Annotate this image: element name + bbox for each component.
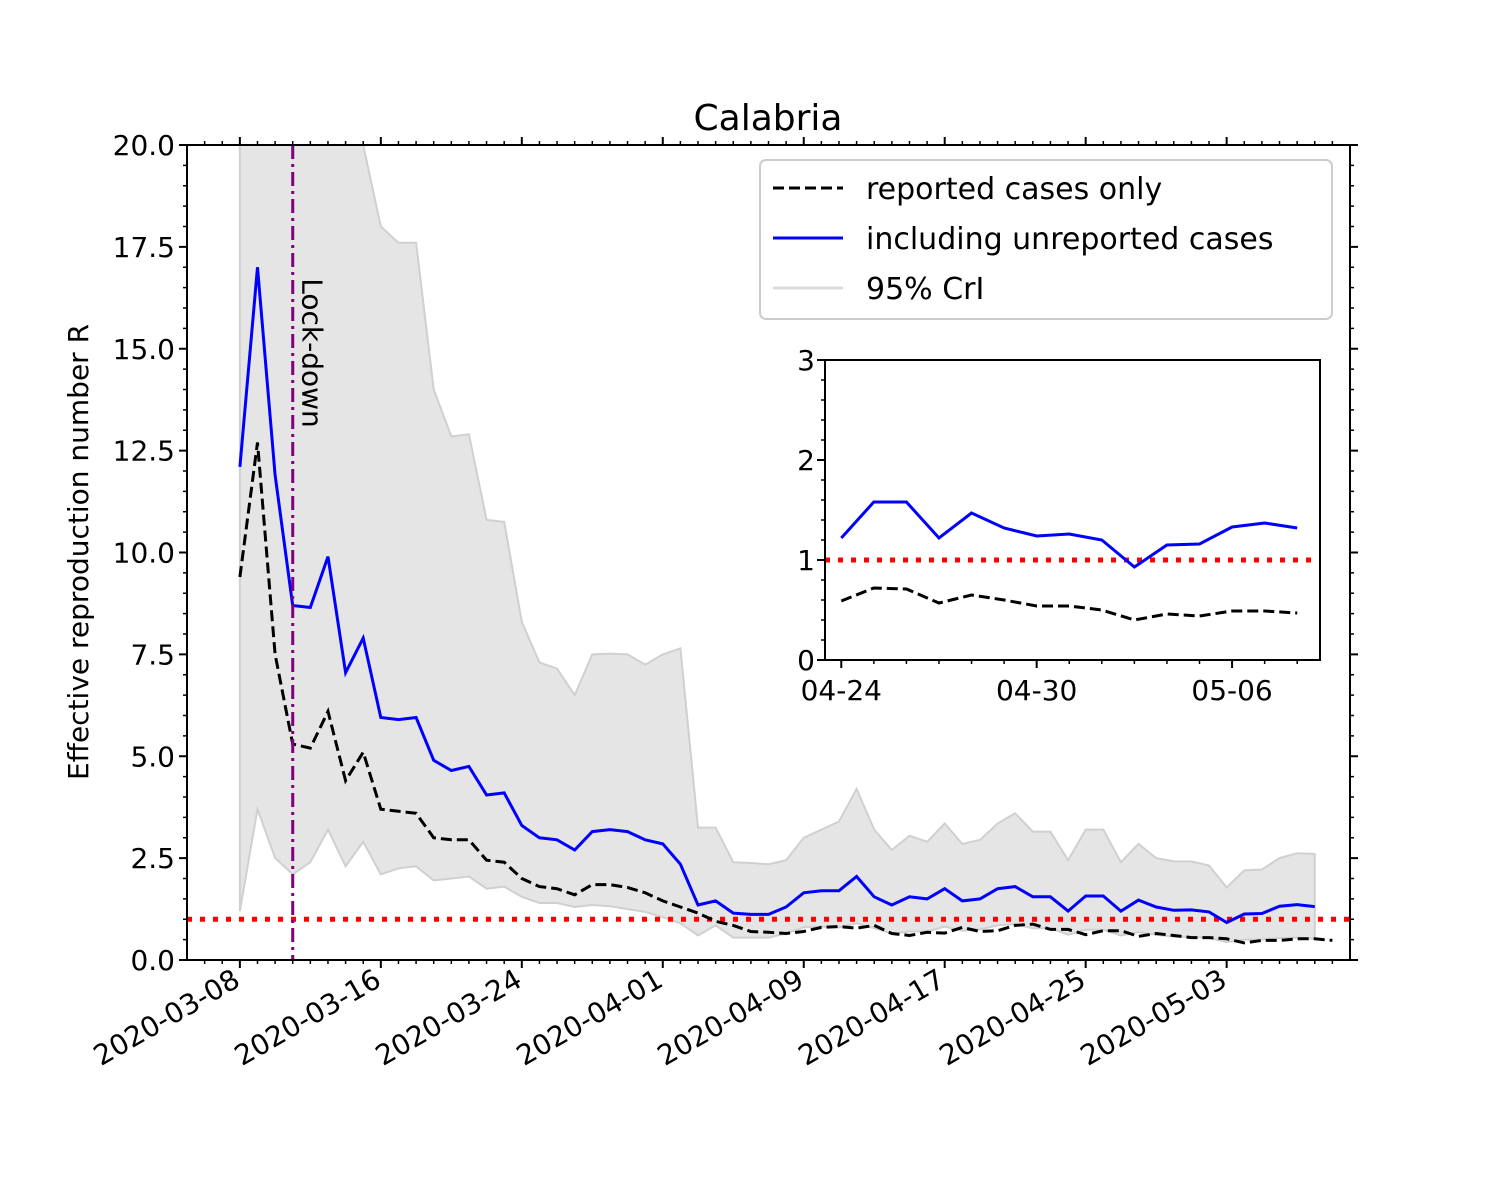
inset-background xyxy=(825,360,1320,660)
y-tick-label: 0.0 xyxy=(130,944,175,977)
inset-y-tick-label: 1 xyxy=(797,544,815,577)
inset-series-reported xyxy=(840,586,1298,622)
y-tick-label: 2.5 xyxy=(130,842,175,875)
y-tick-label: 17.5 xyxy=(113,231,175,264)
inset-x-axis-ticks: 04-24 04-30 05-06 xyxy=(801,660,1298,707)
inset-x-tick-label: 04-30 xyxy=(996,674,1077,707)
chart-title: Calabria xyxy=(694,98,843,139)
legend-label-reported: reported cases only xyxy=(866,172,1162,207)
inset-series-unreported xyxy=(840,500,1298,569)
y-tick-label: 15.0 xyxy=(113,333,175,366)
legend-label-cri: 95% CrI xyxy=(866,272,984,307)
legend-box xyxy=(759,159,1333,320)
y-tick-label: 5.0 xyxy=(130,740,175,773)
y-tick-label: 10.0 xyxy=(113,537,175,570)
inset-frame xyxy=(824,359,1321,661)
inset-x-tick-label: 05-06 xyxy=(1191,674,1272,707)
legend-label-unreported: including unreported cases xyxy=(866,222,1273,257)
lockdown-label: Lock-down xyxy=(296,278,329,428)
inset-x-tick-label: 04-24 xyxy=(801,674,882,707)
y-tick-label: 12.5 xyxy=(113,435,175,468)
series-line-reported-cases xyxy=(238,442,1333,945)
inset-y-tick-label: 2 xyxy=(797,444,815,477)
y-tick-label: 7.5 xyxy=(130,638,175,671)
inset-y-axis-ticks: 0 1 2 3 xyxy=(797,344,825,677)
inset-y-tick-label: 0 xyxy=(797,644,815,677)
inset-plot: 0 1 2 3 04-24 04-30 05-06 xyxy=(797,344,1321,707)
series-line-including-unreported xyxy=(238,267,1315,925)
y-tick-label: 20.0 xyxy=(113,129,175,162)
y-axis-label: Effective reproduction number R xyxy=(62,324,95,780)
y-axis-ticks: 0.0 2.5 5.0 7.5 10.0 12.5 15.0 17.5 20.0 xyxy=(113,129,1358,977)
plot-frame xyxy=(186,144,1351,961)
inset-y-tick-label: 3 xyxy=(797,344,815,377)
legend: reported cases only including unreported… xyxy=(759,159,1333,320)
